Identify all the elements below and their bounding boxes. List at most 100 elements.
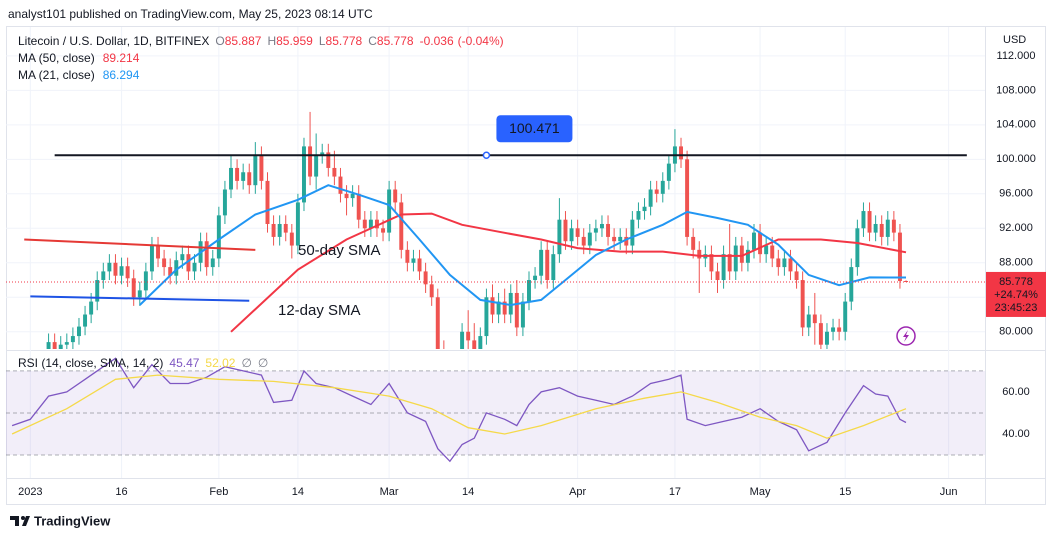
x-tick-label: 15 xyxy=(839,486,851,498)
candle-body xyxy=(849,267,854,302)
rsi-line xyxy=(11,357,907,463)
candle-body xyxy=(606,223,611,237)
rsi-legend: RSI (14, close, SMA, 14, 2) 45.47 52.02 ∅ ∅ xyxy=(18,356,268,370)
candle-body xyxy=(624,236,629,246)
legend-change-pct: (-0.04%) xyxy=(458,34,504,48)
candle-body xyxy=(502,301,507,315)
candle-body xyxy=(344,193,349,199)
candle-body xyxy=(563,219,568,242)
legend-key: C xyxy=(368,34,377,48)
legend: Litecoin / U.S. Dollar, 1D, BITFINEX O85.… xyxy=(18,34,504,48)
candle-body xyxy=(137,290,142,298)
candle-body xyxy=(131,278,136,298)
x-tick-label: 2023 xyxy=(18,486,42,498)
x-tick-label: 17 xyxy=(669,486,681,498)
candle-body xyxy=(70,336,75,343)
candle-body xyxy=(885,219,890,237)
candle-body xyxy=(283,223,288,233)
candle-body xyxy=(332,167,337,177)
legend-key: O xyxy=(215,34,224,48)
candle-body xyxy=(654,189,659,194)
legend-value: 85.778 xyxy=(326,34,363,48)
candle-body xyxy=(76,326,81,337)
axes: 202316Feb14Mar14Apr17May15Jun80.00084.00… xyxy=(18,50,1046,498)
candle-body xyxy=(788,258,793,272)
y-tick-label: 80.000 xyxy=(999,326,1033,338)
candle-body xyxy=(241,172,246,181)
candle-body xyxy=(204,241,209,268)
price-pane: 100.471 xyxy=(6,111,985,349)
candle-body xyxy=(210,258,215,268)
candle-body xyxy=(247,172,252,186)
candle-body xyxy=(174,260,179,276)
y-tick-label: 92.000 xyxy=(999,222,1033,234)
candle-body xyxy=(89,301,94,315)
candle-body xyxy=(52,342,57,349)
candle-body xyxy=(216,215,221,259)
candle-body xyxy=(435,297,440,349)
candle-body xyxy=(776,258,781,268)
rsi-legend-extra: ∅ xyxy=(258,356,268,370)
candle-body xyxy=(794,271,799,281)
candle-body xyxy=(679,146,683,160)
y-tick-label: 108.000 xyxy=(996,84,1036,96)
line-callout-label: 100.471 xyxy=(509,120,560,136)
candle-body xyxy=(387,189,392,233)
chart-frame xyxy=(6,26,1046,505)
ma-legend-value: 89.214 xyxy=(103,51,140,65)
candle-body xyxy=(721,254,726,281)
candle-body xyxy=(685,159,690,237)
candle-body xyxy=(752,232,756,250)
candle-body xyxy=(411,258,416,263)
candle-body xyxy=(253,155,258,186)
candle-body xyxy=(520,301,525,328)
candle-body xyxy=(374,219,379,229)
candle-body xyxy=(229,167,233,190)
y-tick-label: 96.000 xyxy=(999,188,1033,200)
candle-body xyxy=(758,232,763,255)
candle-body xyxy=(295,202,300,246)
candle-body xyxy=(460,331,465,349)
candle-body xyxy=(289,232,294,246)
candle-body xyxy=(271,223,276,237)
sma12-label: 12-day SMA xyxy=(278,302,361,319)
candle-body xyxy=(843,301,848,332)
candle-body xyxy=(235,167,240,181)
y-tick-label: 104.000 xyxy=(996,119,1036,131)
candle-body xyxy=(800,280,805,328)
candle-body xyxy=(618,236,623,242)
candle-body xyxy=(356,193,361,220)
candle-body xyxy=(770,245,775,259)
candle-body xyxy=(745,249,750,263)
rsi-tick-label: 40.00 xyxy=(1002,428,1030,440)
candle-body xyxy=(368,219,373,229)
candle-body xyxy=(861,211,866,229)
candle-body xyxy=(338,176,343,194)
candle-body xyxy=(259,155,264,181)
legend-title: Litecoin / U.S. Dollar, 1D, BITFINEX xyxy=(18,34,209,48)
candle-body xyxy=(472,340,477,349)
footer-brand: TradingView xyxy=(34,513,111,528)
candle-body xyxy=(149,245,154,272)
candle-body xyxy=(180,254,185,261)
candle-body xyxy=(739,245,744,263)
line-anchor xyxy=(482,151,491,160)
trend-line xyxy=(24,238,256,251)
x-tick-label: 16 xyxy=(115,486,127,498)
rsi-legend-value: 52.02 xyxy=(205,356,235,370)
candle-body xyxy=(314,155,319,177)
candle-body xyxy=(867,211,872,233)
candle-body xyxy=(429,284,434,298)
moving-average-line xyxy=(230,212,907,333)
candle-body xyxy=(222,189,227,216)
tradingview-logo xyxy=(10,516,30,526)
candle-body xyxy=(812,314,817,324)
legend-value: 85.887 xyxy=(225,34,262,48)
candle-body xyxy=(599,223,604,229)
x-tick-label: Feb xyxy=(209,486,228,498)
candle-body xyxy=(873,223,878,233)
candle-body xyxy=(320,152,325,156)
candle-body xyxy=(265,180,270,224)
price-tag-value: 85.778 xyxy=(999,276,1033,288)
candle-body xyxy=(709,254,714,272)
